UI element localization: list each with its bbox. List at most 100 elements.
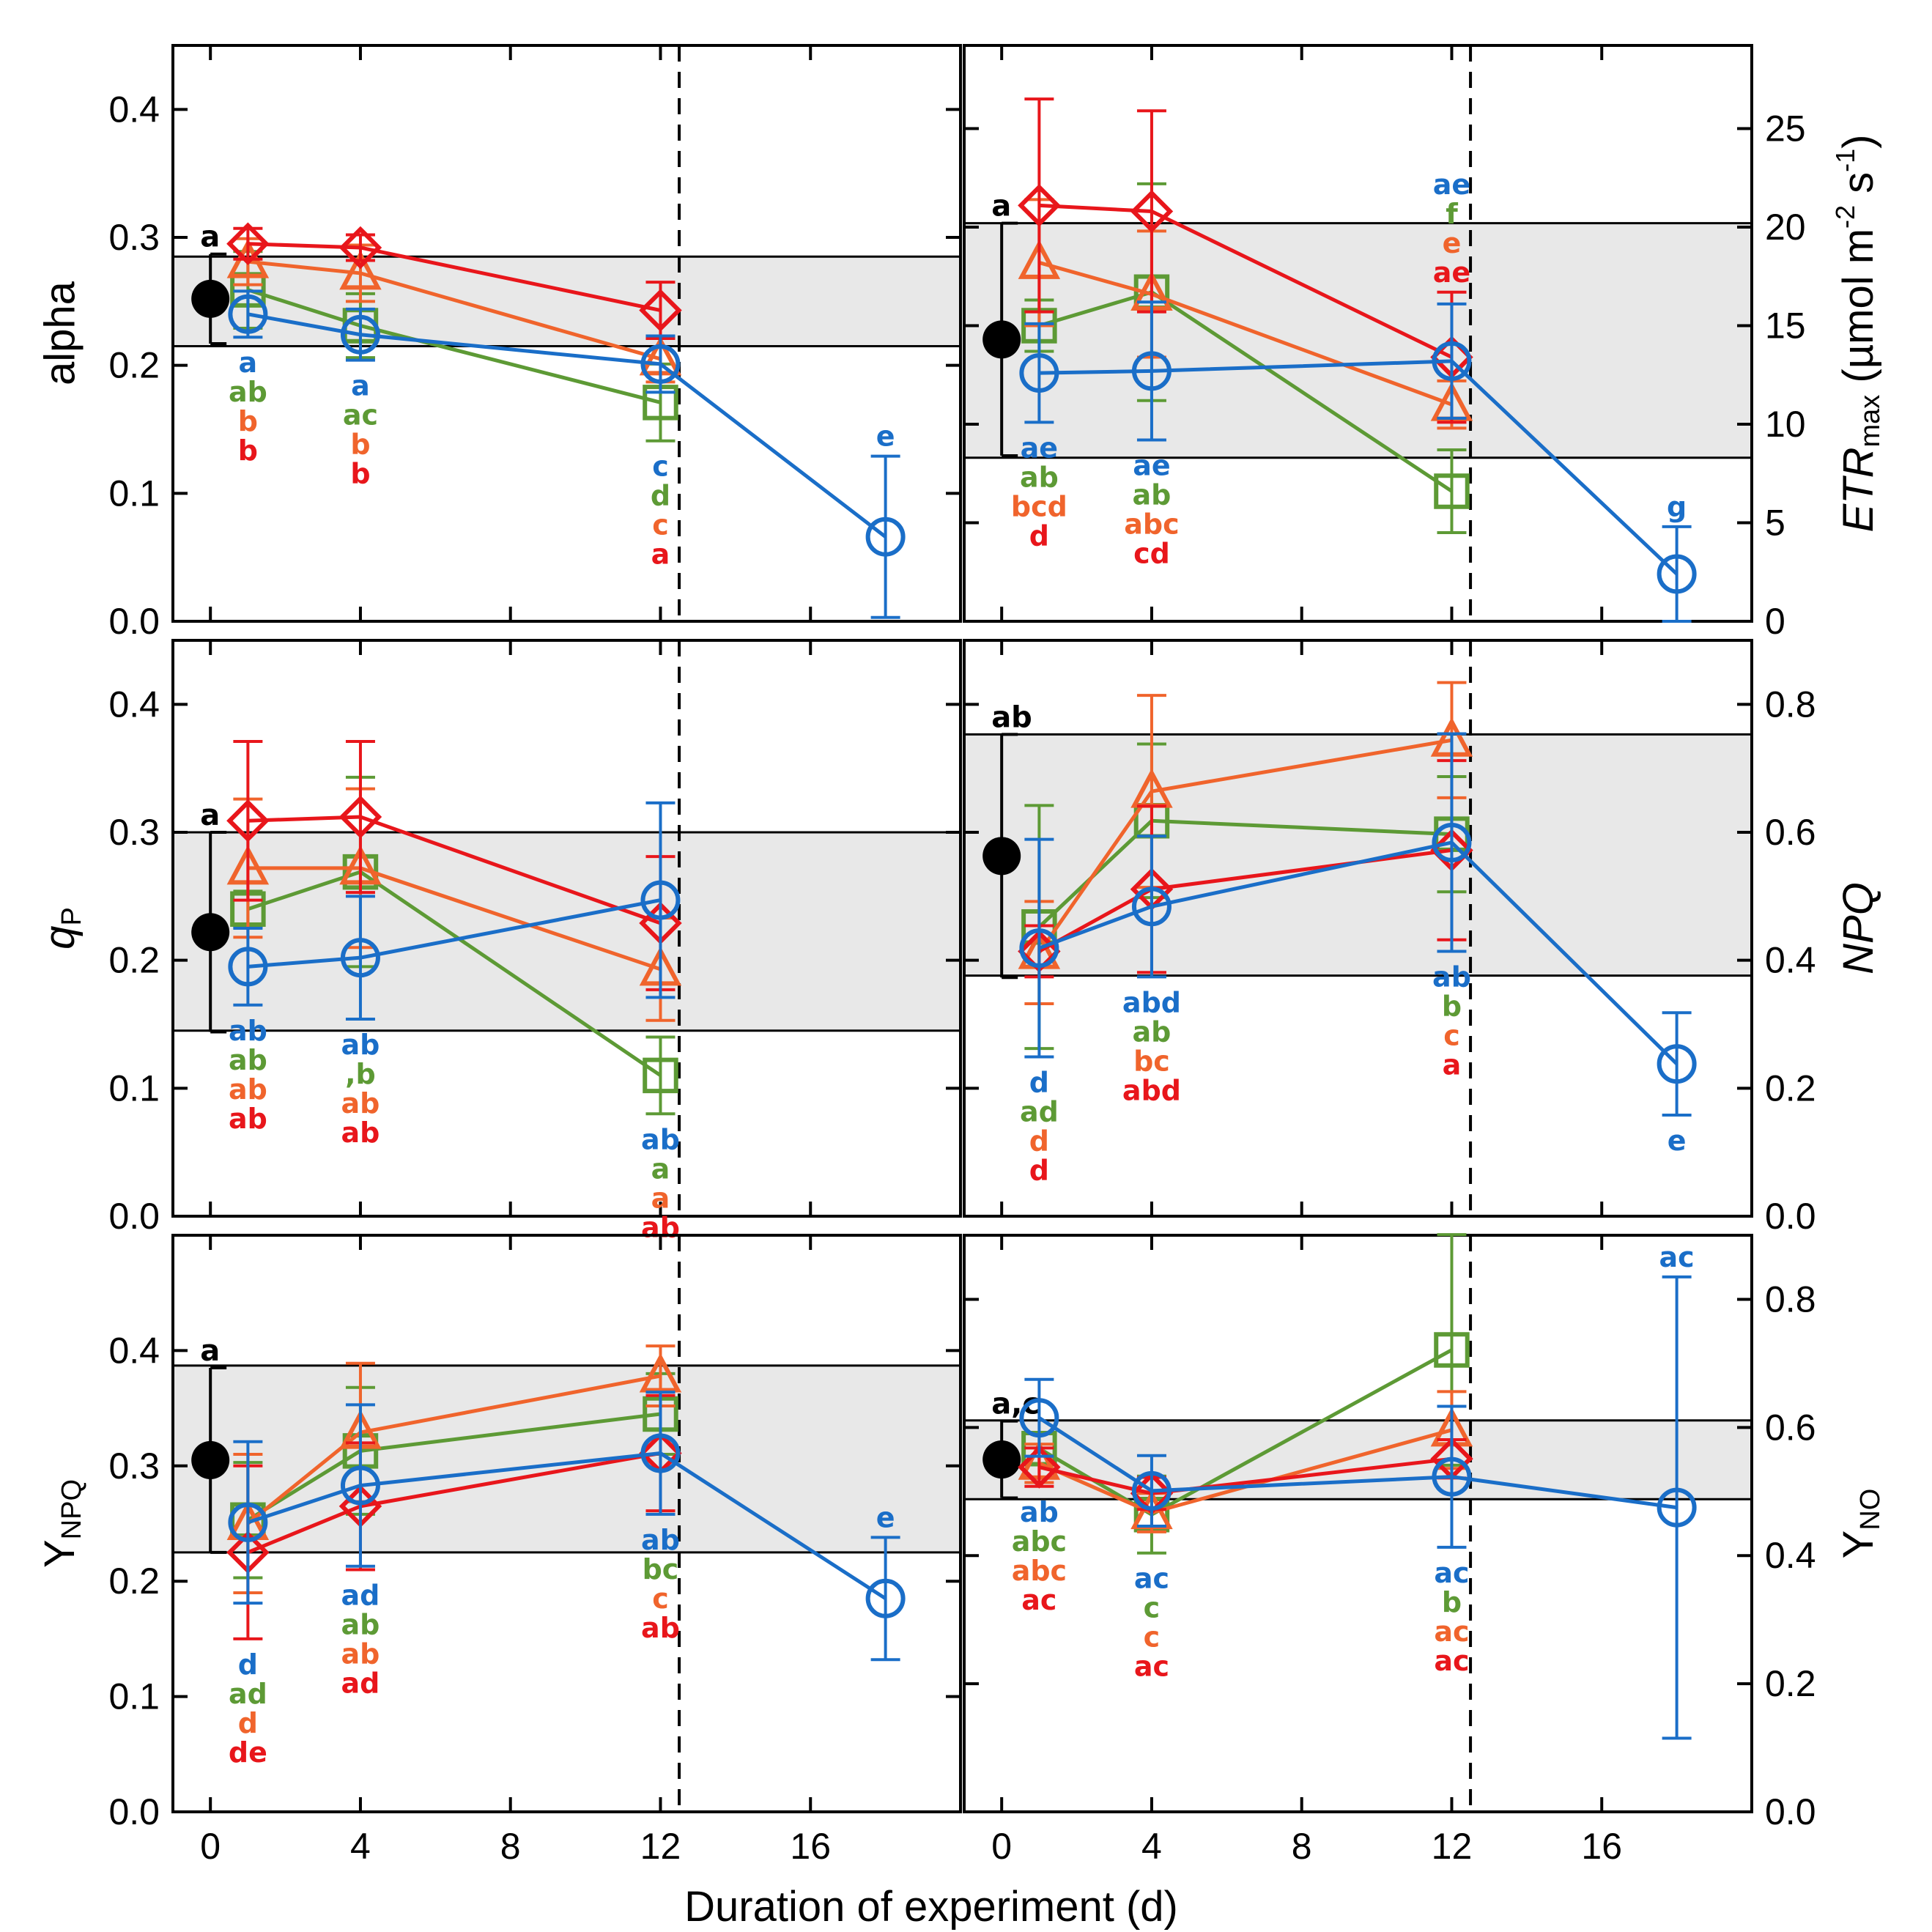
significance-letter: ab	[229, 1044, 267, 1076]
significance-letter: ,b	[345, 1058, 376, 1090]
significance-letter: a	[651, 1182, 670, 1214]
x-tick-label: 8	[1292, 1826, 1312, 1867]
significance-letter: a	[351, 370, 370, 402]
significance-letter: ae	[1021, 432, 1058, 464]
ylabel-unit: s	[1835, 172, 1882, 205]
y-tick-label: 0.2	[108, 345, 160, 386]
significance-letter: d	[238, 1707, 258, 1739]
plot-frame	[171, 1234, 962, 1813]
panel-yno: 0.00.20.40.60.80 4 8 12 16YNOa,cababcabcacac…	[963, 1233, 1886, 1867]
significance-letter: ac	[1434, 1557, 1469, 1589]
data-point	[1657, 1487, 1697, 1528]
control-point	[982, 837, 1021, 876]
y-tick-label: 0.3	[108, 1446, 160, 1487]
data-point	[1131, 887, 1172, 927]
significance-letter: ab	[341, 1087, 380, 1119]
plot-frame	[171, 44, 962, 623]
x-tick-label: 8	[500, 1826, 521, 1867]
control-point	[191, 279, 230, 318]
significance-letter: b	[350, 458, 370, 490]
control-point	[982, 320, 1021, 359]
significance-letter: ad	[341, 1579, 380, 1611]
control-letter: a	[200, 799, 220, 832]
y-tick-label: 0.2	[1765, 1663, 1816, 1704]
significance-letter: ad	[341, 1667, 380, 1699]
data-point	[338, 226, 382, 270]
significance-letter: bc	[643, 1553, 679, 1585]
significance-letter: c	[1144, 1621, 1161, 1654]
data-point	[226, 799, 270, 843]
significance-letter: g	[1667, 491, 1687, 523]
significance-letter: d	[1029, 519, 1049, 552]
series-line	[1038, 1416, 1677, 1510]
significance-letter: abc	[1012, 1525, 1067, 1558]
significance-letter: e	[1443, 227, 1462, 259]
significance-letter: c	[652, 1583, 669, 1615]
y-tick-label: 0.3	[108, 812, 160, 853]
significance-letter: ac	[1021, 1584, 1056, 1616]
significance-letter: ab	[641, 1123, 680, 1155]
ylabel-sub: NPQ	[56, 1479, 87, 1539]
data-point	[340, 938, 380, 978]
data-point	[1432, 822, 1472, 862]
data-point	[1131, 1470, 1172, 1511]
y-tick-label: 0	[1765, 601, 1785, 642]
data-point	[228, 947, 268, 987]
significance-letter: ab	[641, 1612, 680, 1644]
significance-letter: bcd	[1011, 490, 1067, 522]
y-axis-label: YNPQ	[36, 1479, 87, 1568]
x-tick-label: 12	[1432, 1826, 1473, 1867]
control-letter: ab	[991, 700, 1032, 734]
significance-letter: a	[651, 1152, 670, 1185]
y-tick-label: 0.3	[108, 217, 160, 258]
y-axis-label: ETRmax (µmol m-2 s-1)	[1830, 134, 1887, 532]
significance-letter: ac	[1659, 1241, 1695, 1273]
significance-letter: abc	[1124, 508, 1179, 541]
significance-letter: ab	[341, 1029, 380, 1061]
control-letter: a	[200, 1334, 220, 1368]
x-tick-label: 16	[790, 1826, 831, 1867]
series-line	[247, 312, 887, 538]
data-point	[865, 517, 906, 557]
y-tick-label: 0.4	[1765, 1535, 1816, 1576]
x-tick-label: 12	[640, 1826, 681, 1867]
significance-letter: a	[239, 347, 258, 379]
data-point	[643, 1057, 678, 1094]
significance-letter: ad	[1020, 1096, 1059, 1128]
control-point	[982, 1440, 1021, 1479]
significance-letter: d	[651, 480, 670, 512]
y-tick-label: 0.8	[1765, 1278, 1816, 1320]
data-point	[1019, 928, 1059, 969]
control-range-band	[173, 832, 961, 1031]
significance-letter: ab	[1432, 961, 1471, 993]
ylabel-main: NPQ	[1835, 882, 1882, 974]
series-blue	[228, 289, 906, 619]
control-letter: a	[991, 190, 1011, 223]
data-point	[1657, 1044, 1697, 1084]
y-tick-label: 0.0	[108, 601, 160, 642]
significance-letter: b	[1442, 1586, 1462, 1618]
significance-letter: bc	[1133, 1045, 1170, 1077]
ylabel-sub: max	[1855, 395, 1886, 448]
y-axis-label: alpha	[36, 281, 84, 385]
significance-letter: ab	[1133, 1015, 1172, 1048]
significance-letter: ab	[1020, 461, 1059, 493]
significance-letter: ad	[229, 1678, 267, 1710]
data-point	[1018, 184, 1061, 227]
significance-letter: e	[876, 421, 895, 453]
y-tick-label: 0.0	[108, 1196, 160, 1237]
y-tick-label: 0.4	[1765, 940, 1816, 981]
plot-frame	[963, 44, 1753, 623]
y-tick-label: 0.1	[108, 1067, 160, 1109]
data-point	[1432, 341, 1472, 381]
significance-letter: c	[652, 509, 669, 541]
data-point	[340, 314, 380, 355]
panel-npq: 0.00.20.40.60.8NPQabdadddabdabbcabdabbca…	[963, 639, 1882, 1237]
significance-letter: ab	[341, 1637, 380, 1670]
data-point	[1130, 190, 1174, 233]
significance-letter: ac	[1434, 1645, 1469, 1677]
y-tick-label: 0.0	[108, 1791, 160, 1832]
x-tick-label: 0	[991, 1826, 1012, 1867]
significance-letter: abd	[1122, 986, 1181, 1018]
